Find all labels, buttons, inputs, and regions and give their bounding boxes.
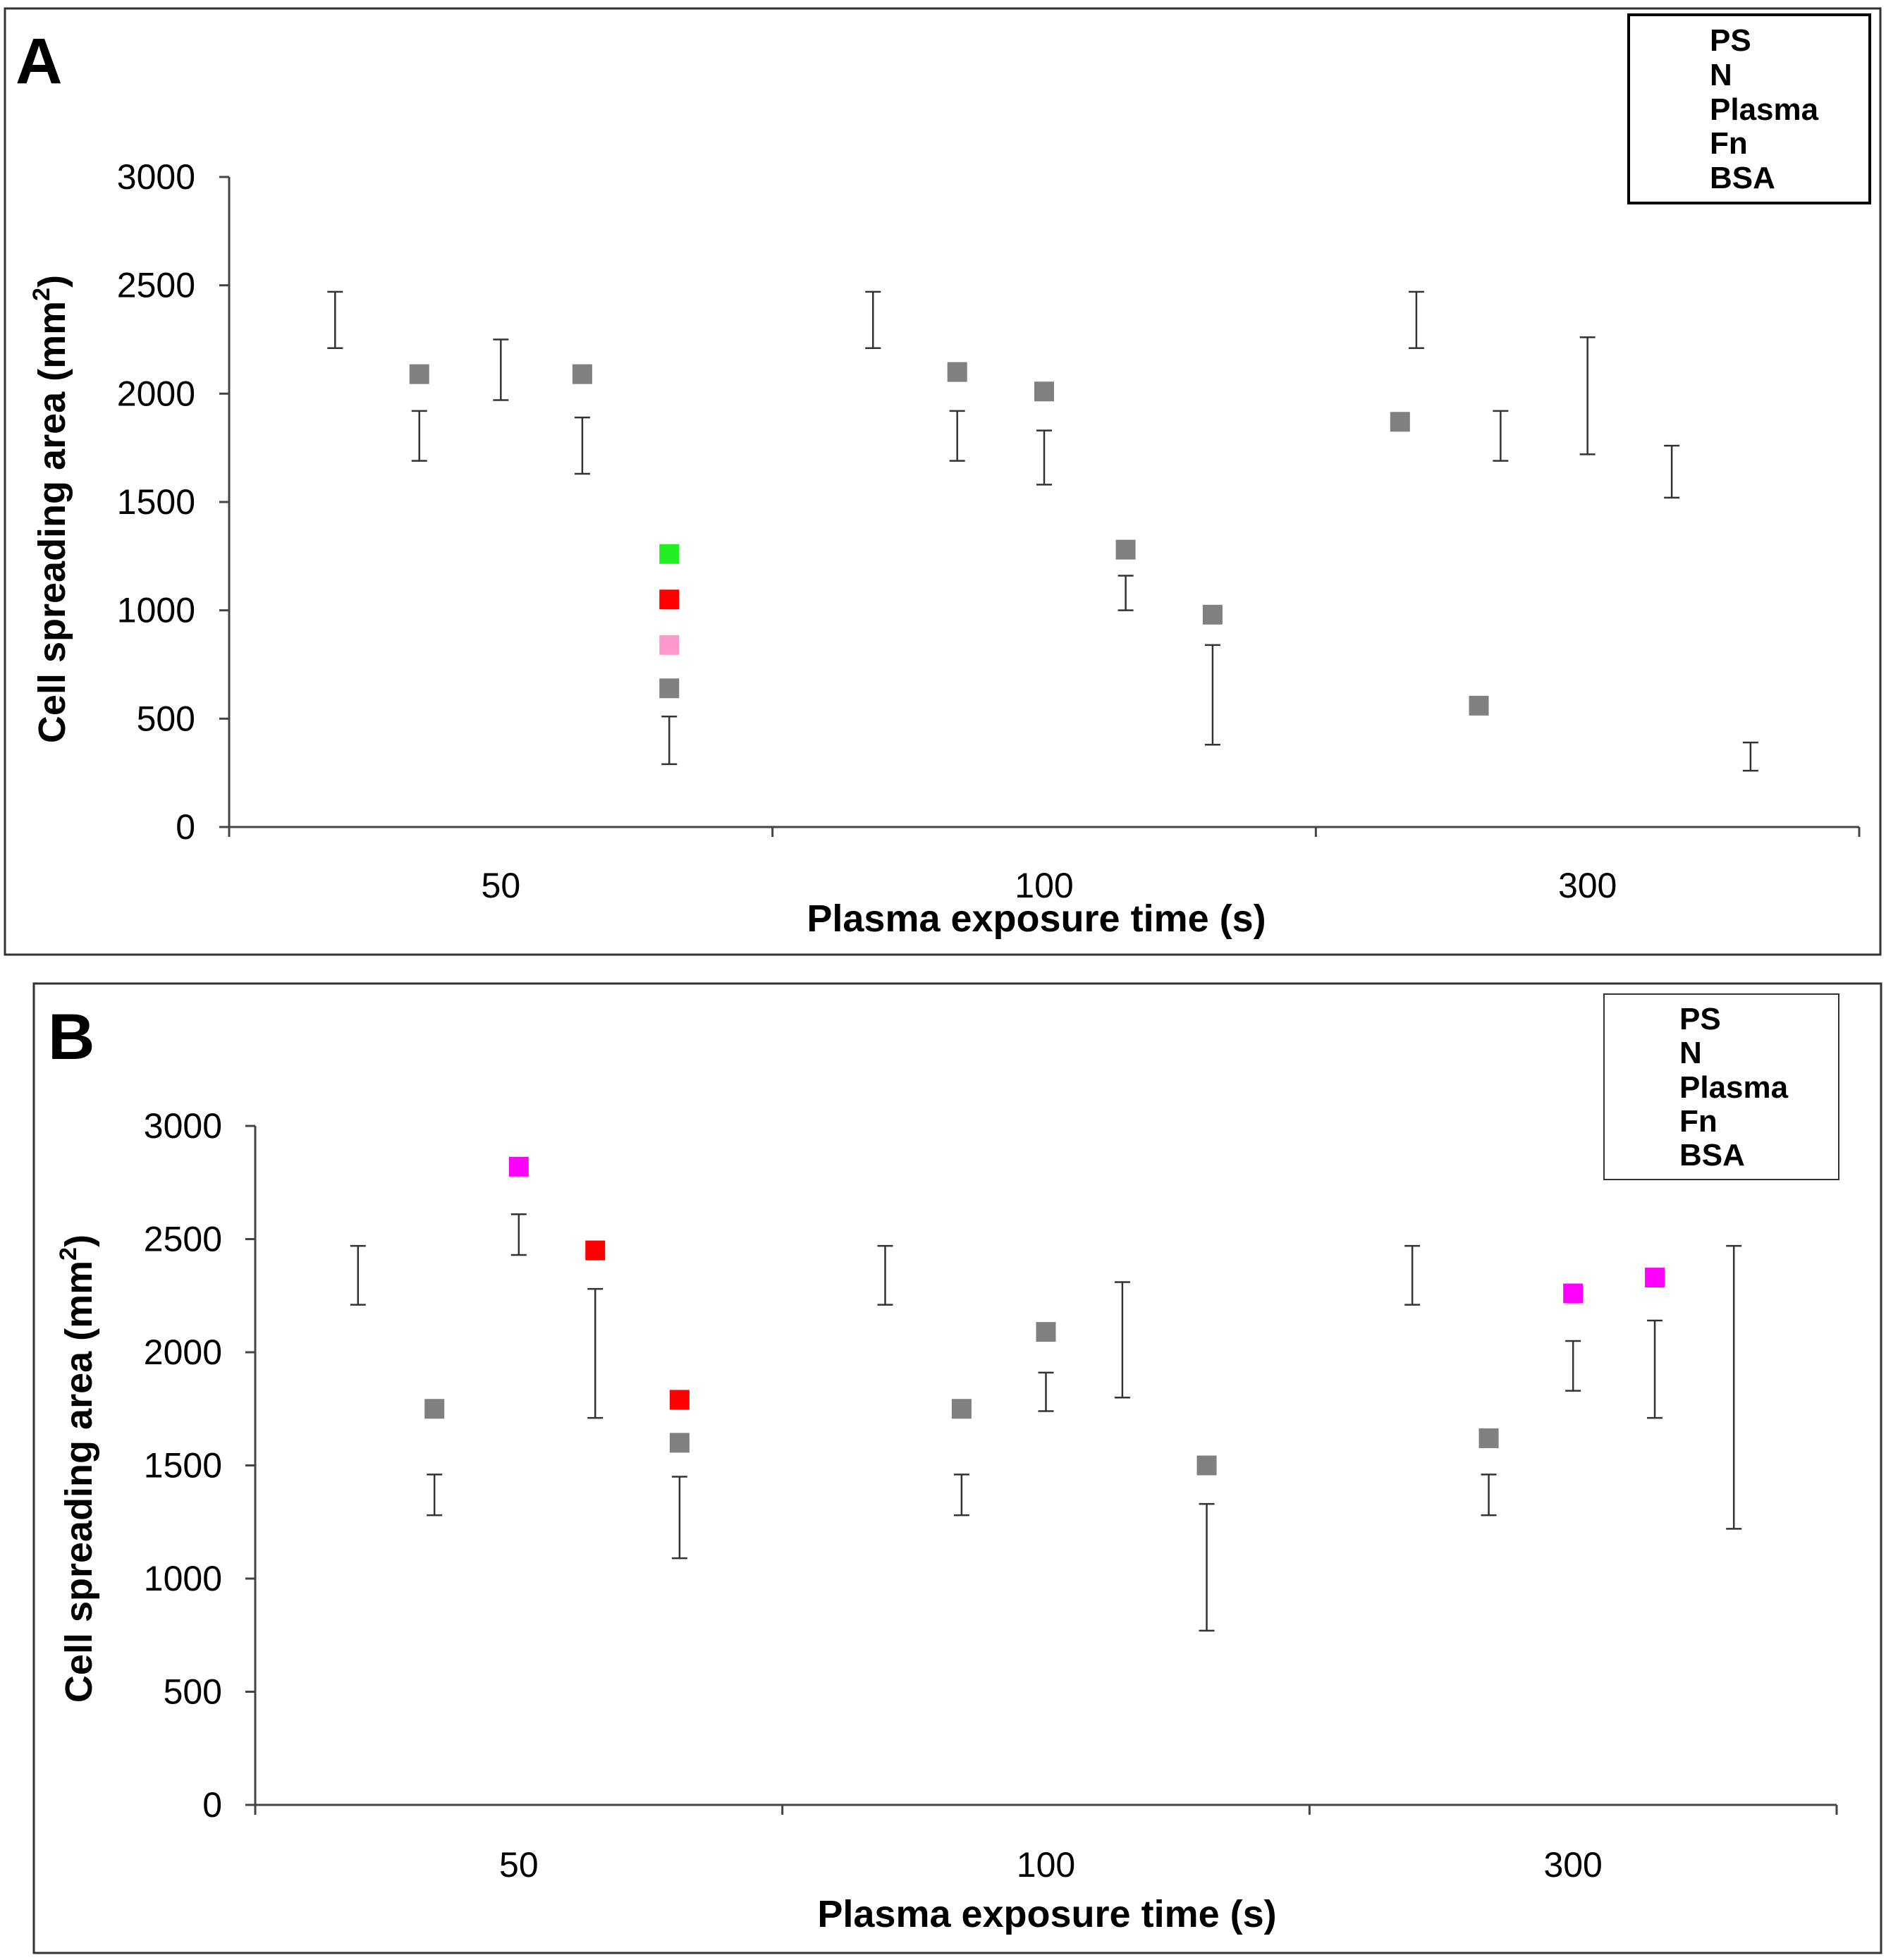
y-label-close: ) (58, 1235, 100, 1247)
y-label-main: Cell spreading area (mm (58, 1261, 100, 1703)
panel-a-legend: PS N Plasma Fn BSA (1710, 23, 1819, 195)
legend-entry: Plasma (1679, 1070, 1789, 1105)
data-point-marker (951, 1399, 972, 1419)
data-point-marker (585, 1240, 606, 1261)
data-point-marker (1563, 1283, 1584, 1304)
data-point-marker (669, 1433, 690, 1453)
legend-entry: BSA (1710, 161, 1775, 195)
data-point-marker (1196, 1455, 1217, 1476)
legend-entry: Fn (1679, 1104, 1717, 1139)
panel-b-y-axis-label: Cell spreading area (mm2) (55, 1235, 100, 1703)
y-tick-label: 1500 (144, 1446, 222, 1486)
data-point-marker (1115, 539, 1136, 560)
panel-b-letter: B (48, 1001, 94, 1073)
panel-b-legend-box (1603, 993, 1839, 1180)
y-tick-label: 500 (164, 1672, 222, 1712)
x-tick-label: 50 (499, 1845, 539, 1885)
panel-a: A PS N Plasma Fn BSA Plasma exposure tim… (4, 7, 1882, 956)
panel-a-legend-box (1627, 13, 1871, 204)
y-tick-label: 3000 (117, 157, 195, 197)
y-tick-label: 500 (137, 699, 195, 738)
y-tick-label: 2500 (144, 1220, 222, 1259)
panel-b-frame (32, 982, 1882, 1954)
y-tick-label: 1000 (117, 591, 195, 630)
y-tick-label: 0 (176, 807, 195, 847)
data-point-marker (424, 1399, 445, 1419)
data-point-marker (1036, 1322, 1056, 1342)
data-point-marker (1469, 695, 1489, 716)
x-tick-label: 100 (1017, 1845, 1075, 1885)
data-point-marker (1034, 381, 1054, 402)
y-tick-label: 2000 (144, 1333, 222, 1372)
legend-entry: N (1679, 1036, 1702, 1070)
data-point-marker (659, 544, 680, 564)
legend-entry: PS (1710, 23, 1751, 58)
panel-a-letter: A (16, 25, 62, 97)
y-label-close: ) (31, 275, 73, 288)
panel-b: B PS N Plasma Fn BSA Plasma exposure tim… (32, 982, 1882, 1954)
legend-entry: N (1710, 58, 1732, 92)
y-tick-label: 3000 (144, 1106, 222, 1146)
data-point-marker (572, 364, 592, 384)
panel-b-legend: PS N Plasma Fn BSA (1679, 1002, 1789, 1172)
data-point-marker (659, 678, 680, 699)
y-tick-label: 2000 (117, 374, 195, 413)
legend-entry: PS (1679, 1002, 1721, 1036)
data-point-marker (659, 635, 680, 655)
data-point-marker (1645, 1268, 1665, 1288)
data-point-marker (409, 364, 429, 384)
data-point-marker (669, 1390, 690, 1410)
data-point-marker (659, 589, 680, 610)
y-tick-label: 0 (202, 1785, 222, 1825)
panel-a-frame (4, 7, 1882, 956)
data-point-marker (508, 1156, 529, 1177)
x-tick-label: 100 (1015, 866, 1073, 905)
legend-entry: Plasma (1710, 92, 1819, 127)
legend-entry: Fn (1710, 126, 1748, 161)
y-label-main: Cell spreading area (mm (31, 301, 73, 743)
y-tick-label: 1500 (117, 482, 195, 522)
data-point-marker (1390, 412, 1410, 432)
data-point-marker (947, 362, 967, 382)
y-tick-label: 2500 (117, 266, 195, 305)
x-tick-label: 300 (1558, 866, 1617, 905)
panel-b-x-axis-label: Plasma exposure time (s) (817, 1893, 1276, 1935)
y-tick-label: 1000 (144, 1559, 222, 1598)
x-tick-label: 50 (482, 866, 521, 905)
y-label-superscript: 2 (28, 288, 55, 301)
panel-a-x-axis-label: Plasma exposure time (s) (807, 898, 1266, 940)
x-tick-label: 300 (1543, 1845, 1602, 1885)
panel-a-plot: 0 500 1000 1500 2000 2500 3000 50 100 300 (117, 157, 1861, 905)
legend-entry: BSA (1679, 1138, 1745, 1172)
data-point-marker (1202, 604, 1223, 625)
y-label-superscript: 2 (55, 1247, 82, 1261)
panel-a-y-axis-label: Cell spreading area (mm2) (28, 275, 73, 743)
data-point-marker (1478, 1428, 1499, 1448)
panel-b-plot: 0 500 1000 1500 2000 2500 3000 50 100 300 (144, 1106, 1838, 1885)
